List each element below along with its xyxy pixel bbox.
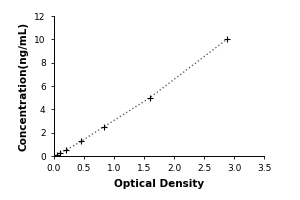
Y-axis label: Concentration(ng/mL): Concentration(ng/mL)	[19, 21, 28, 151]
Point	[224, 38, 229, 41]
X-axis label: Optical Density: Optical Density	[114, 179, 204, 189]
Point	[58, 151, 62, 154]
Point	[79, 140, 83, 143]
Point	[64, 149, 68, 152]
Point	[148, 96, 152, 99]
Point	[55, 153, 59, 156]
Point	[101, 125, 106, 128]
